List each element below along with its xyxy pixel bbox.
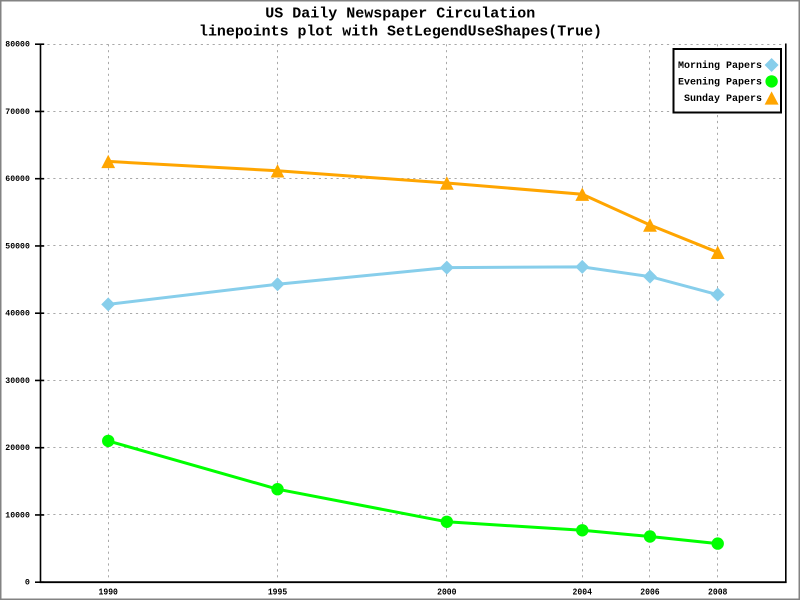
svg-text:60000: 60000 [5,174,30,184]
svg-text:2008: 2008 [708,587,728,598]
svg-text:2000: 2000 [437,587,456,598]
svg-text:0: 0 [25,578,30,588]
svg-text:1990: 1990 [99,587,118,598]
svg-text:Morning Papers: Morning Papers [678,60,762,72]
svg-text:Evening Papers: Evening Papers [678,77,762,89]
svg-text:US Daily Newspaper Circulation: US Daily Newspaper Circulation [265,6,535,23]
svg-text:80000: 80000 [5,40,30,50]
svg-text:Sunday Papers: Sunday Papers [684,93,762,105]
svg-text:40000: 40000 [5,309,30,319]
svg-text:70000: 70000 [5,107,30,117]
svg-text:linepoints plot with SetLegend: linepoints plot with SetLegendUseShapes(… [199,24,602,41]
svg-text:20000: 20000 [5,443,30,453]
svg-text:2004: 2004 [573,587,593,598]
svg-text:50000: 50000 [5,241,30,251]
svg-text:30000: 30000 [5,376,30,386]
svg-text:10000: 10000 [5,510,30,520]
svg-text:2006: 2006 [640,587,659,598]
svg-text:1995: 1995 [268,587,288,598]
